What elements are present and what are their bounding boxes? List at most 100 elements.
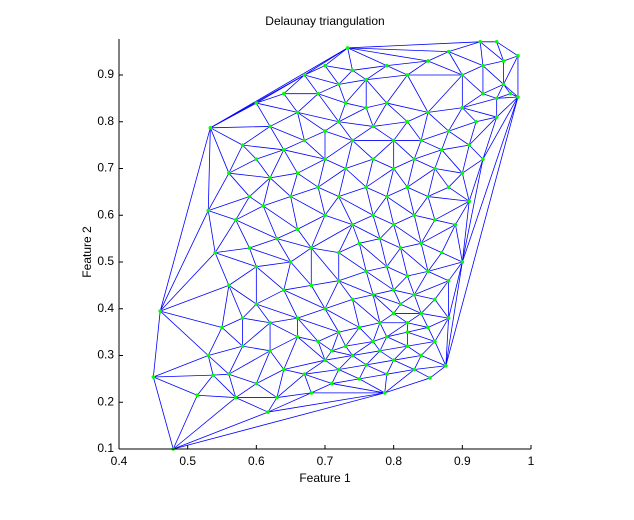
triangulation-edge [448, 51, 484, 67]
triangulation-edge [461, 159, 484, 263]
triangulation-edge [393, 359, 415, 370]
triangulation-edge [413, 196, 429, 216]
triangulation-edge [256, 74, 305, 104]
triangulation-edge [384, 377, 431, 394]
point [474, 119, 478, 124]
triangulation-edge [441, 252, 463, 263]
triangulation-edge [235, 205, 264, 221]
point [233, 218, 238, 222]
triangulation-edge [352, 65, 387, 71]
point [481, 63, 485, 68]
triangulation-edge [249, 247, 291, 263]
point [516, 95, 520, 99]
triangulation-edge [267, 392, 385, 413]
triangulation-edge [496, 84, 504, 99]
point [227, 171, 231, 175]
point [211, 373, 215, 377]
triangulation-edge [420, 140, 442, 151]
point [240, 143, 245, 147]
triangulation-edge [372, 341, 381, 352]
triangulation-edge [304, 74, 319, 94]
triangulation-edge [207, 210, 216, 253]
triangulation-edge [159, 252, 216, 312]
triangulation-edge [393, 289, 415, 296]
triangulation-edge [372, 294, 394, 314]
point [357, 377, 362, 381]
triangulation-edge [276, 392, 312, 398]
triangulation-edge [269, 177, 291, 197]
triangulation-edge [210, 126, 271, 129]
triangulation-edge [414, 158, 436, 169]
triangulation-edge [482, 65, 504, 85]
triangulation-edge [482, 116, 498, 160]
triangulation-edge [468, 116, 497, 146]
triangulation-edge [324, 47, 348, 66]
triangulation-edge [445, 318, 449, 366]
point [446, 129, 451, 133]
triangulation-edge [310, 247, 340, 281]
triangulation-edge [249, 238, 278, 249]
triangulation-edge [462, 93, 484, 109]
triangulation-edge [414, 294, 435, 300]
triangulation-edge [414, 369, 431, 379]
point [371, 124, 375, 129]
point [288, 260, 293, 264]
triangulation-edge [208, 196, 250, 211]
point [391, 311, 396, 316]
point [254, 302, 259, 306]
point [208, 126, 213, 130]
point [405, 320, 410, 325]
triangulation-edge [379, 238, 401, 249]
triangulation-edge [256, 102, 298, 113]
triangulation-edge [196, 374, 214, 396]
triangulation-edge [393, 224, 401, 249]
triangulation-edge [173, 392, 385, 450]
triangulation-edge [345, 327, 360, 347]
triangulation-edge [420, 299, 436, 314]
triangulation-edge [379, 224, 394, 239]
point [501, 82, 506, 87]
point [268, 124, 272, 129]
triangulation-edge [317, 187, 326, 216]
triangulation-edge [347, 47, 353, 71]
triangulation-edge [256, 289, 284, 305]
triangulation-edge [413, 215, 422, 244]
triangulation-edge [347, 41, 481, 49]
triangulation-edge [255, 350, 271, 384]
point [364, 105, 369, 110]
point [350, 222, 355, 227]
triangulation-edge [290, 186, 319, 197]
triangulation-edge [407, 121, 422, 141]
triangulation-edge [159, 210, 209, 312]
triangulation-edge [427, 252, 443, 272]
triangulation-edge [352, 140, 374, 160]
triangulation-edge [304, 369, 339, 375]
x-tick-label: 0.4 [111, 454, 128, 468]
triangulation-edge [317, 93, 340, 122]
point [323, 213, 327, 218]
triangulation-edge [324, 299, 353, 310]
point [478, 40, 482, 44]
triangulation-edge [228, 144, 243, 174]
x-axis-label: Feature 1 [299, 471, 351, 485]
triangulation-edge [414, 149, 442, 160]
triangulation-edge [338, 331, 346, 347]
triangulation-edge [317, 331, 339, 342]
triangulation-edge [407, 187, 415, 216]
triangulation-edge [324, 355, 353, 361]
point [336, 330, 341, 334]
triangulation-edge [297, 336, 326, 361]
triangulation-edge [429, 365, 447, 379]
triangulation-edge [482, 93, 497, 99]
triangulation-edge [345, 341, 374, 347]
triangulation-edge [365, 271, 394, 291]
point [412, 367, 417, 372]
triangulation-edge [496, 96, 519, 118]
triangulation-edge [427, 327, 436, 342]
triangulation-edge [324, 130, 353, 141]
triangulation-edge [386, 369, 415, 375]
triangulation-edge [384, 374, 388, 393]
point [439, 250, 444, 255]
point [309, 283, 314, 288]
point [364, 363, 369, 367]
